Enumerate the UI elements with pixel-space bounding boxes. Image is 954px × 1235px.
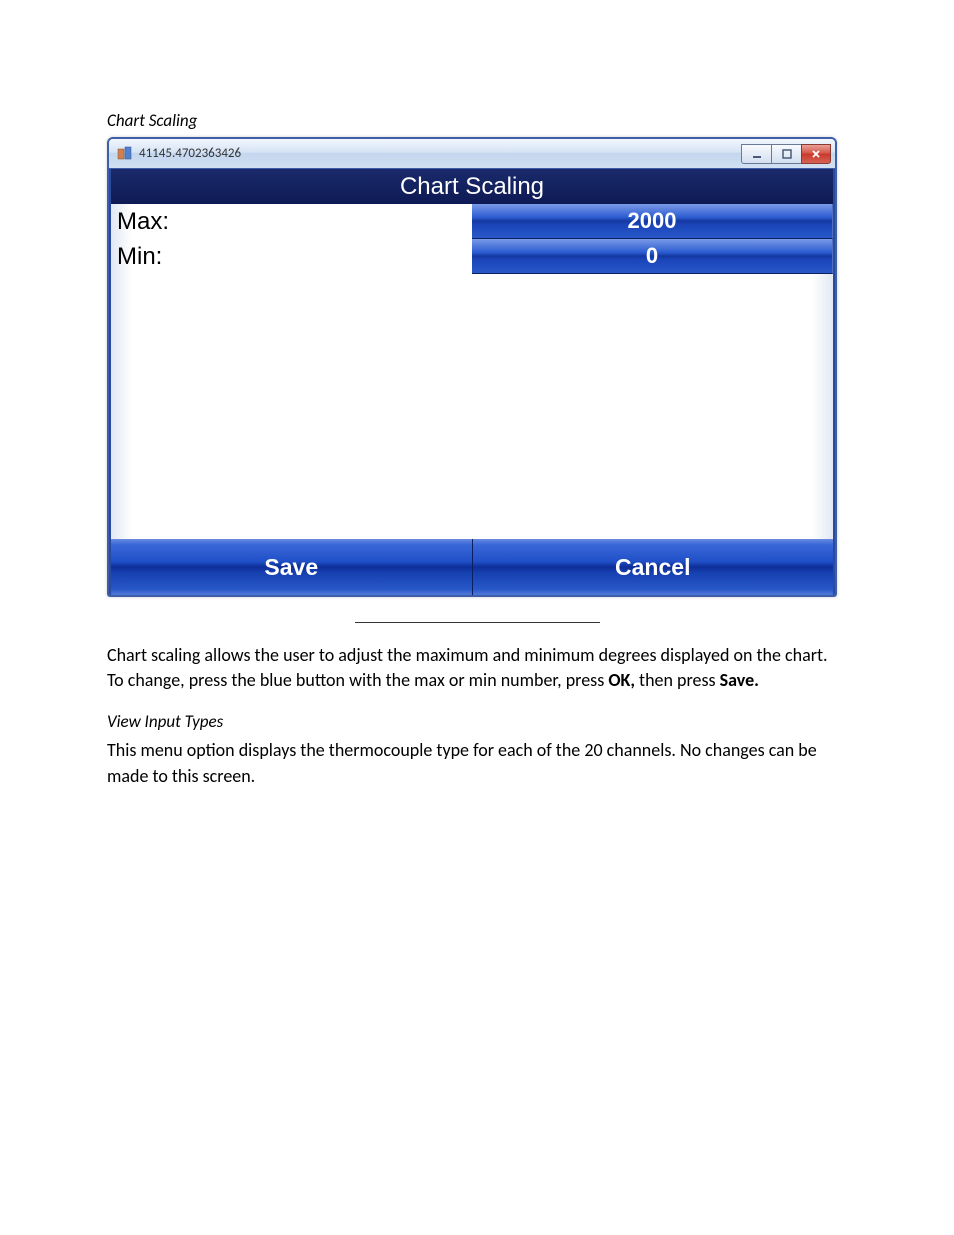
close-button[interactable] <box>801 144 831 164</box>
maximize-button[interactable] <box>771 144 801 164</box>
chart-scaling-window: 41145.4702363426 Chart Scaling Max: 2000 <box>107 137 837 597</box>
save-button[interactable]: Save <box>111 539 473 595</box>
section-heading-chart-scaling: Chart Scaling <box>107 110 847 131</box>
max-value-button[interactable]: 2000 <box>472 204 833 239</box>
window-title-text: 41145.4702363426 <box>139 146 741 161</box>
max-row: Max: 2000 <box>111 204 833 239</box>
max-label: Max: <box>111 204 472 239</box>
separator <box>355 622 600 623</box>
min-value-button[interactable]: 0 <box>472 239 833 274</box>
window-titlebar: 41145.4702363426 <box>109 139 835 169</box>
dialog-content: Max: 2000 Min: 0 <box>109 204 835 539</box>
view-input-types-description: This menu option displays the thermocoup… <box>107 738 847 788</box>
window-controls <box>741 144 831 164</box>
dialog-footer: Save Cancel <box>109 539 835 595</box>
section-heading-view-input-types: View Input Types <box>107 711 847 732</box>
minimize-button[interactable] <box>741 144 771 164</box>
cancel-button[interactable]: Cancel <box>473 539 834 595</box>
desc-text-b: then press <box>635 669 720 691</box>
dialog-header: Chart Scaling <box>109 169 835 204</box>
desc-bold-save: Save. <box>720 669 759 691</box>
window-app-icon <box>117 146 133 162</box>
min-row: Min: 0 <box>111 239 833 274</box>
min-label: Min: <box>111 239 472 274</box>
desc-bold-ok: OK, <box>608 669 635 691</box>
chart-scaling-description: Chart scaling allows the user to adjust … <box>107 643 847 693</box>
